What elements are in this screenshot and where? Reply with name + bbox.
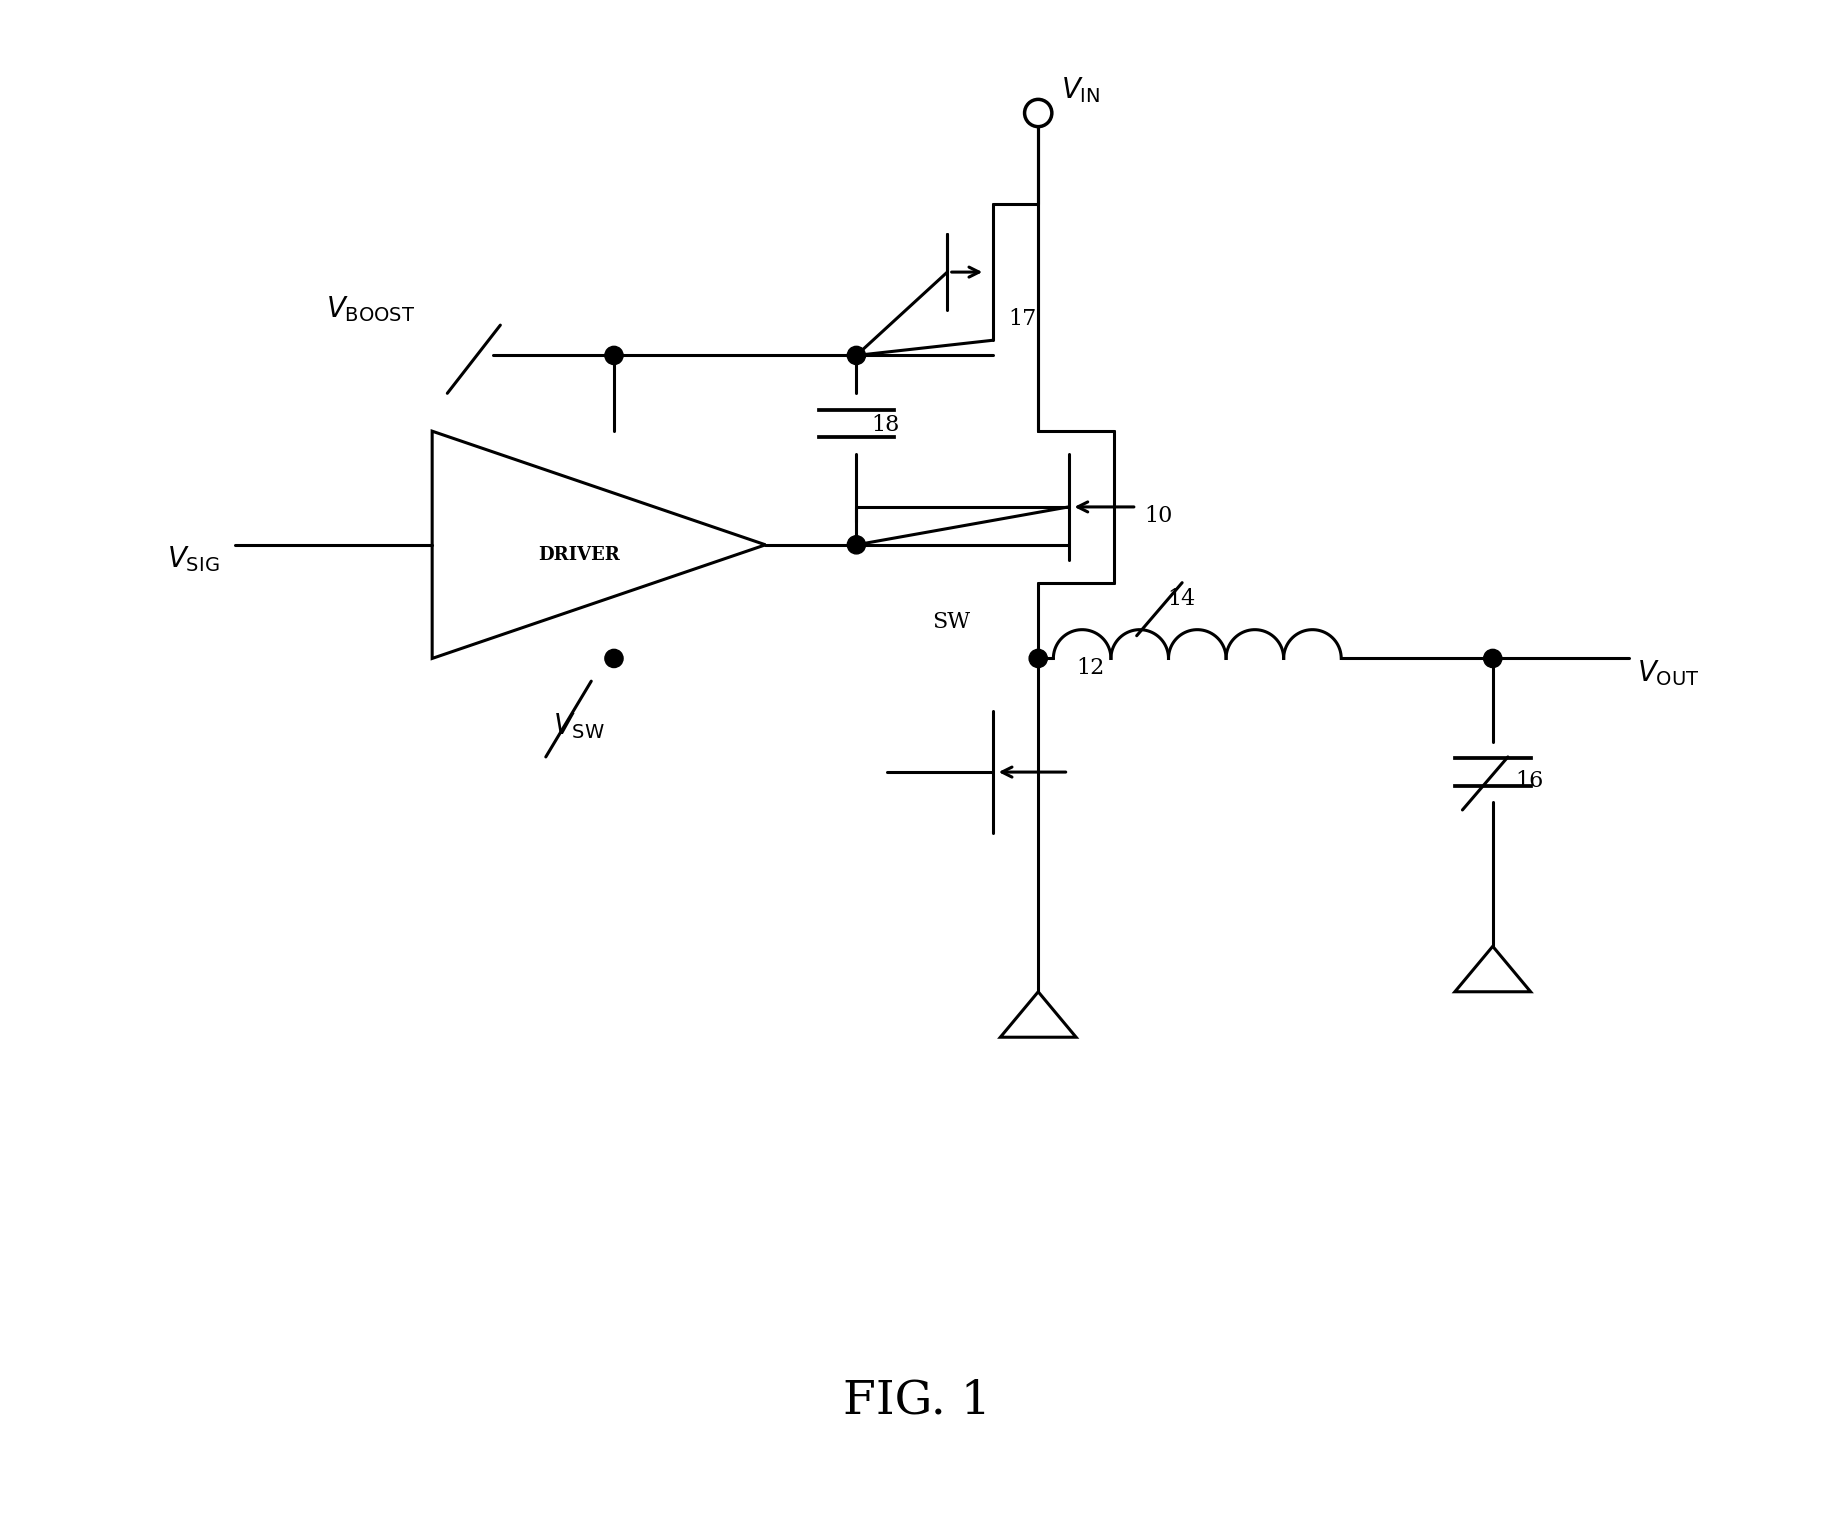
Text: $V_{\mathsf{IN}}$: $V_{\mathsf{IN}}$ (1060, 75, 1100, 106)
Circle shape (1484, 650, 1502, 668)
Text: 14: 14 (1166, 589, 1196, 610)
Text: SW: SW (932, 612, 970, 633)
Text: 16: 16 (1515, 771, 1544, 792)
Text: $V_{\mathsf{BOOST}}$: $V_{\mathsf{BOOST}}$ (326, 295, 414, 324)
Text: 12: 12 (1077, 656, 1104, 679)
Text: 10: 10 (1144, 505, 1172, 528)
Text: DRIVER: DRIVER (537, 546, 620, 564)
Circle shape (1029, 650, 1047, 668)
Text: 18: 18 (871, 414, 900, 436)
Text: $V_{\mathsf{SIG}}$: $V_{\mathsf{SIG}}$ (167, 544, 220, 575)
Circle shape (847, 347, 866, 364)
Text: 17: 17 (1009, 309, 1036, 330)
Circle shape (847, 535, 866, 553)
Circle shape (605, 347, 624, 364)
Text: $V_{\mathsf{OUT}}$: $V_{\mathsf{OUT}}$ (1636, 657, 1698, 688)
Text: $V_{\mathsf{SW}}$: $V_{\mathsf{SW}}$ (554, 711, 605, 742)
Circle shape (605, 650, 624, 668)
Text: FIG. 1: FIG. 1 (844, 1378, 990, 1423)
